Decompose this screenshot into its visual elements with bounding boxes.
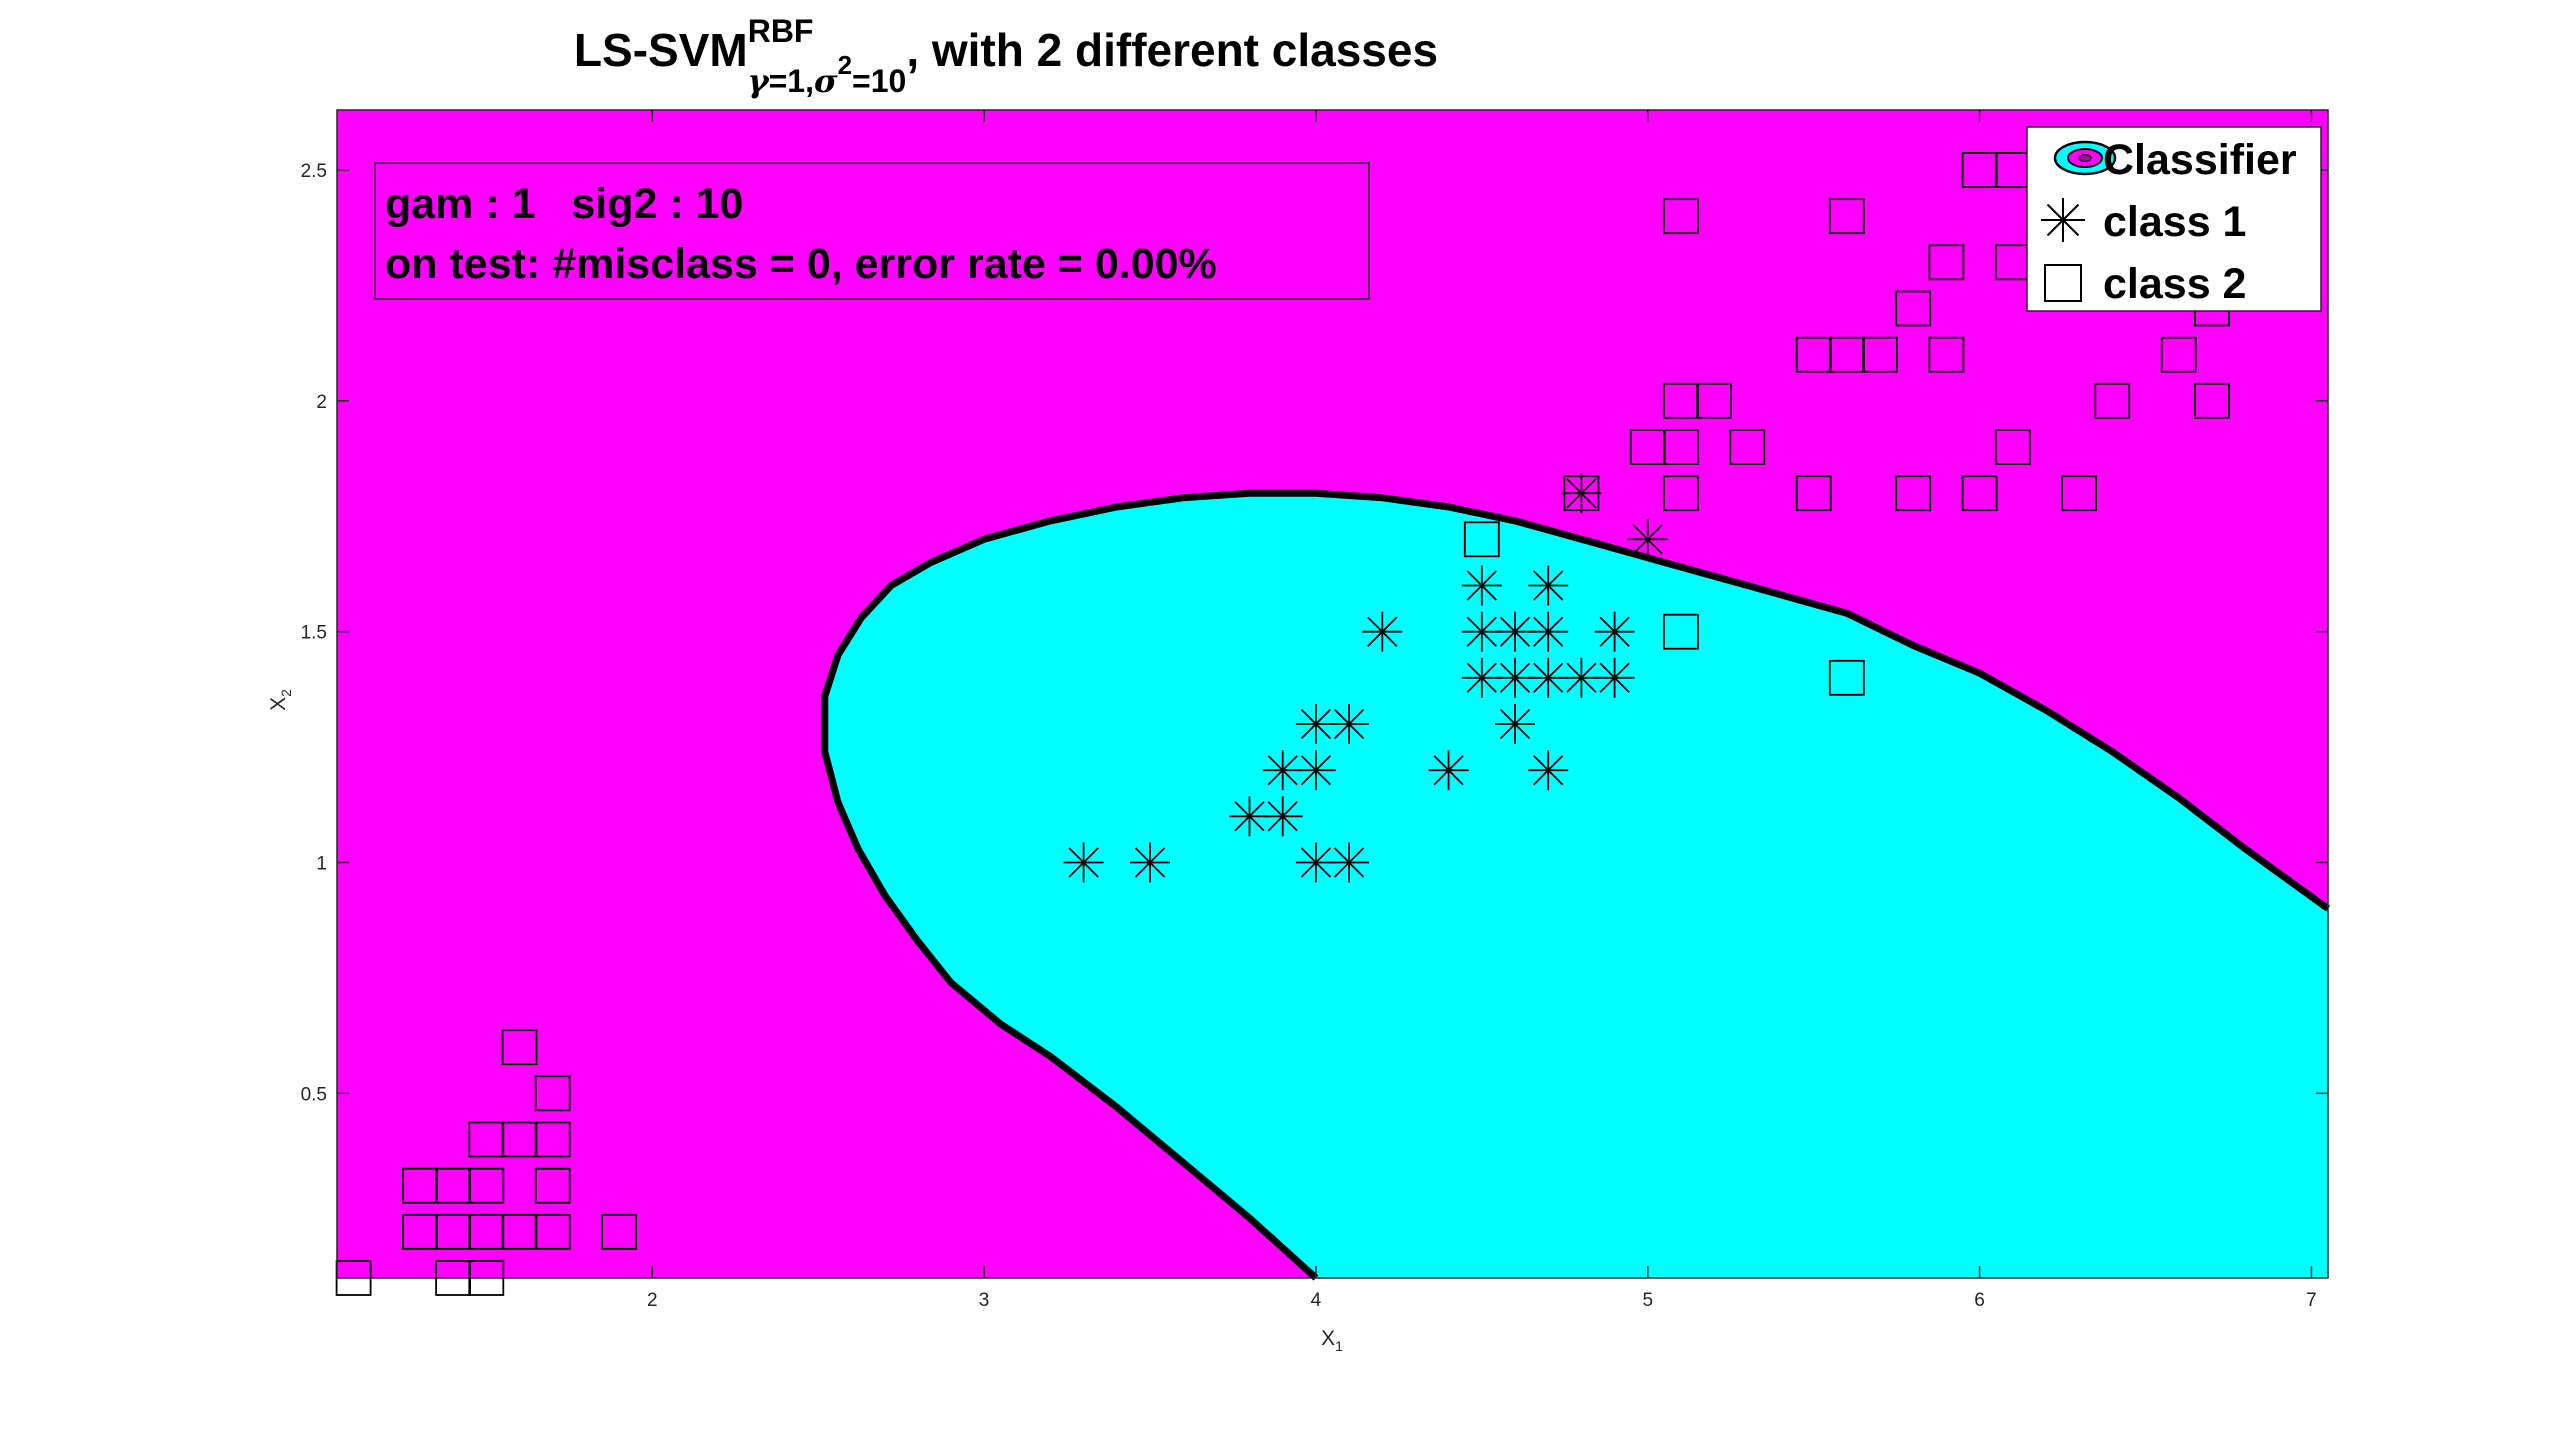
class2-marker <box>1961 475 1998 512</box>
class1-marker <box>1461 657 1502 698</box>
class2-marker <box>1663 198 1699 235</box>
x-axis-label: X1 <box>1321 1327 1343 1354</box>
class2-marker <box>534 1121 571 1158</box>
class1-marker <box>1063 842 1104 883</box>
class2-marker <box>1795 475 1832 512</box>
ticks-layer: 2 3 4 5 6 7 0.5 1 1.5 2 2.5 <box>301 110 2328 1311</box>
class2-marker <box>2193 382 2230 419</box>
markers-layer <box>335 152 2230 1296</box>
class1-marker <box>1627 519 1668 560</box>
class1-marker <box>1561 473 1602 514</box>
x-tick-label: 5 <box>1642 1290 1653 1311</box>
title-sub-mid: =1, <box>769 63 814 99</box>
plot-border <box>336 109 2329 1279</box>
x-tick-label: 6 <box>1974 1290 1985 1311</box>
asterisk-legend-icon <box>2041 198 2085 242</box>
title-superscript: RBF <box>748 13 814 49</box>
chart-title: LS-SVMRBF γ=1,σ2=10, with 2 different cla… <box>574 13 1438 100</box>
class2-marker <box>1729 429 1766 465</box>
title-suffix: , with 2 different classes <box>906 24 1438 76</box>
info-line-2: on test: #misclass = 0, error rate = 0.0… <box>385 240 1217 288</box>
class2-marker <box>534 1167 571 1204</box>
class2-marker <box>1663 475 1699 512</box>
class1-marker <box>1528 611 1569 652</box>
class2-marker <box>1663 429 1699 465</box>
plot-area: 2 3 4 5 6 7 0.5 1 1.5 2 2.5 <box>301 109 2331 1311</box>
class1-marker <box>1130 842 1170 883</box>
class1-marker <box>1594 611 1635 652</box>
class1-marker <box>1528 750 1569 791</box>
y-tick-label: 2 <box>316 392 327 413</box>
class1-marker <box>1461 565 1502 606</box>
class2-marker <box>1928 244 1965 281</box>
class1-marker <box>1528 565 1569 606</box>
class2-marker <box>1895 475 1932 512</box>
title-prefix: LS-SVM <box>574 24 748 76</box>
class2-marker <box>1463 521 1500 558</box>
class2-marker <box>2061 475 2098 512</box>
class2-marker <box>601 1213 637 1250</box>
class2-marker <box>1928 336 1965 373</box>
y-tick-label: 1.5 <box>301 623 327 644</box>
class1-marker <box>1362 611 1403 652</box>
x-tick-label: 4 <box>1311 1290 1322 1311</box>
legend-item-classifier: Classifier <box>2103 136 2297 184</box>
class2-marker <box>534 1075 571 1112</box>
class2-marker <box>2160 336 2197 373</box>
class2-marker <box>1663 613 1699 650</box>
y-tick-label: 0.5 <box>301 1084 327 1105</box>
title-sub-sigma: σ <box>814 62 838 100</box>
class2-marker <box>1563 475 1600 512</box>
class2-marker <box>468 1167 505 1204</box>
class1-marker <box>1329 842 1370 883</box>
legend-item-class2: class 2 <box>2103 260 2246 308</box>
class1-marker <box>1229 796 1270 837</box>
classifier-legend-icon <box>2053 140 2117 176</box>
class1-marker <box>1495 704 1535 744</box>
info-line-1: gam : 1 sig2 : 10 <box>385 180 743 228</box>
class2-marker <box>1862 336 1898 373</box>
x-tick-label: 3 <box>979 1290 990 1311</box>
class1-marker <box>1561 657 1602 698</box>
title-sub-end: =10 <box>852 63 906 99</box>
class2-marker <box>1828 198 1865 235</box>
class2-marker <box>534 1213 571 1250</box>
class2-marker <box>501 1029 538 1066</box>
class2-marker <box>1828 659 1865 696</box>
class2-marker <box>2094 382 2131 419</box>
y-axis-label: X2 <box>267 689 294 711</box>
class1-marker <box>1594 657 1635 698</box>
class1-marker <box>1262 796 1303 837</box>
legend: Classifier class 1 class 2 <box>2026 126 2322 312</box>
title-sub-gamma: γ <box>747 62 770 100</box>
legend-item-class1: class 1 <box>2103 198 2246 246</box>
class1-marker <box>1329 704 1370 744</box>
x-tick-label: 7 <box>2306 1290 2317 1311</box>
x-tick-label: 2 <box>647 1290 658 1311</box>
y-tick-label: 2.5 <box>301 161 327 182</box>
class1-marker <box>1428 750 1469 791</box>
decision-boundary <box>821 489 2331 1281</box>
y-tick-label: 1 <box>316 854 327 875</box>
class2-marker <box>1994 429 2031 465</box>
class2-marker <box>1895 290 1932 327</box>
class1-region <box>824 493 2328 1278</box>
class1-marker <box>1495 657 1535 698</box>
info-box: gam : 1 sig2 : 10 on test: #misclass = 0… <box>374 162 1370 300</box>
class2-marker <box>1696 382 1732 419</box>
square-legend-icon <box>2044 264 2082 302</box>
title-sub-sigma-exp: 2 <box>838 50 852 80</box>
class1-marker <box>1295 750 1336 791</box>
